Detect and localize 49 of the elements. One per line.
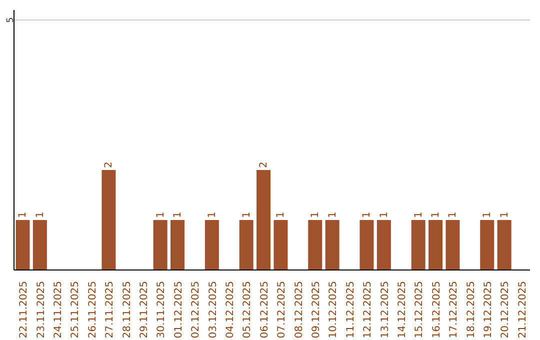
x-tick-label: 22.11.2025 bbox=[18, 281, 30, 338]
data-label: 1 bbox=[241, 212, 252, 218]
x-tick-label: 08.12.2025 bbox=[294, 281, 305, 338]
data-label: 1 bbox=[310, 212, 322, 218]
x-tick-label: 06.12.2025 bbox=[259, 281, 270, 338]
x-tick-label: 03.12.2025 bbox=[208, 281, 219, 338]
x-tick-label: 26.11.2025 bbox=[87, 281, 98, 338]
x-tick-label: 30.11.2025 bbox=[156, 281, 168, 338]
x-tick-label: 27.11.2025 bbox=[104, 281, 116, 338]
x-tick-label: 25.11.2025 bbox=[70, 281, 82, 338]
data-label: 2 bbox=[104, 162, 115, 168]
x-tick-label: 05.12.2025 bbox=[242, 281, 254, 338]
data-label: 1 bbox=[18, 212, 29, 218]
data-label: 1 bbox=[34, 212, 46, 218]
data-label: 1 bbox=[327, 212, 338, 218]
x-tick-label: 29.11.2025 bbox=[139, 281, 150, 338]
x-tick-label: 13.12.2025 bbox=[380, 281, 391, 338]
x-tick-label: 24.11.2025 bbox=[53, 281, 64, 338]
x-tick-label: 28.11.2025 bbox=[122, 281, 133, 338]
x-tick-label: 21.12.2025 bbox=[517, 281, 528, 338]
data-label: 1 bbox=[378, 212, 390, 218]
x-tick-label: 04.12.2025 bbox=[225, 281, 236, 338]
data-label: 1 bbox=[499, 212, 510, 218]
x-tick-label: 11.12.2025 bbox=[345, 281, 356, 338]
data-label: 1 bbox=[430, 212, 442, 218]
data-label: 1 bbox=[155, 212, 166, 218]
data-label: 1 bbox=[413, 212, 424, 218]
x-tick-label: 12.12.2025 bbox=[362, 281, 374, 338]
x-tick-label: 17.12.2025 bbox=[448, 281, 460, 338]
data-label: 1 bbox=[448, 212, 459, 218]
data-label: 1 bbox=[276, 212, 287, 218]
x-tick-label: 02.12.2025 bbox=[190, 281, 202, 338]
x-tick-label: 19.12.2025 bbox=[483, 281, 494, 338]
data-label: 1 bbox=[172, 212, 184, 218]
x-tick-label: 07.12.2025 bbox=[276, 281, 288, 338]
x-tick-label: 01.12.2025 bbox=[173, 281, 184, 338]
data-label: 2 bbox=[258, 162, 270, 168]
x-tick-label: 14.12.2025 bbox=[397, 281, 408, 338]
data-label: 1 bbox=[362, 212, 373, 218]
x-tick-label: 09.12.2025 bbox=[311, 281, 322, 338]
x-tick-label: 23.11.2025 bbox=[36, 281, 47, 338]
x-tick-label: 20.12.2025 bbox=[500, 281, 512, 338]
data-label: 1 bbox=[482, 212, 494, 218]
x-tick-label: 10.12.2025 bbox=[328, 281, 340, 338]
data-label: 1 bbox=[206, 212, 218, 218]
x-tick-label: 18.12.2025 bbox=[466, 281, 477, 338]
y-tick-label: 5 bbox=[6, 17, 16, 23]
x-tick-label: 15.12.2025 bbox=[414, 281, 426, 338]
x-tick-label: 16.12.2025 bbox=[431, 281, 442, 338]
